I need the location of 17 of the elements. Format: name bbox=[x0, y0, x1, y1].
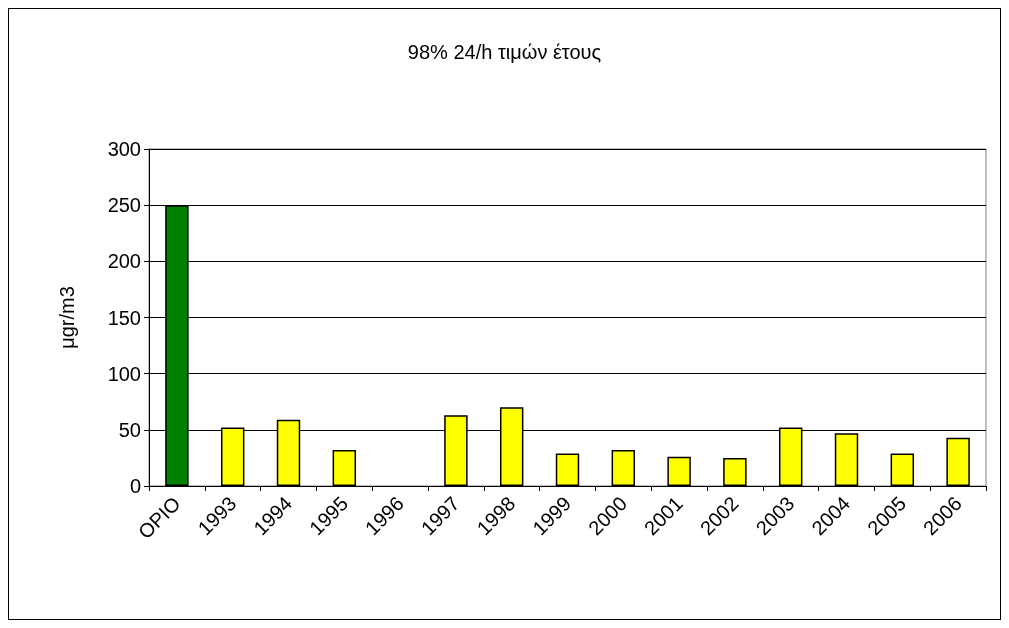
y-tick-label: 250 bbox=[107, 194, 141, 217]
y-tick-label: 0 bbox=[129, 475, 141, 497]
bar bbox=[667, 456, 691, 486]
y-tick-label: 150 bbox=[107, 306, 141, 329]
chart-title: 98% 24/h τιμών έτους bbox=[407, 41, 602, 63]
y-tick-label: 50 bbox=[118, 418, 141, 441]
bar bbox=[834, 433, 859, 486]
bar bbox=[555, 453, 580, 486]
y-tick-label: 100 bbox=[107, 362, 141, 385]
bar bbox=[890, 453, 915, 486]
bar bbox=[946, 437, 970, 486]
y-tick-label: 300 bbox=[107, 138, 141, 160]
y-axis-title: μgr/m3 bbox=[56, 286, 78, 349]
y-tick-label: 200 bbox=[107, 250, 141, 273]
bar bbox=[332, 450, 357, 486]
bar bbox=[611, 450, 636, 486]
bar bbox=[723, 457, 747, 486]
